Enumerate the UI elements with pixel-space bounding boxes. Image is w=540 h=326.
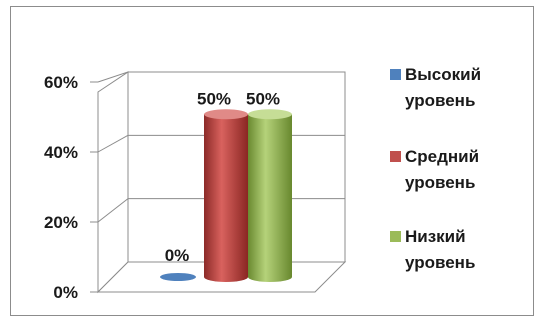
bars — [160, 109, 292, 282]
legend-entry: Средний уровень — [390, 147, 479, 192]
bar-medium-level-top — [204, 109, 248, 120]
legend-label-line1: Высокий — [405, 65, 481, 84]
y-tick-label: 60% — [44, 73, 78, 92]
gridline-side — [97, 71, 129, 83]
side-wall — [97, 71, 129, 294]
legend: Высокий уровень Средний уровень Низкий уровен… — [390, 65, 481, 272]
legend-entry: Низкий уровень — [390, 227, 475, 272]
legend-entry: Высокий уровень — [390, 65, 481, 110]
legend-swatch — [390, 151, 401, 162]
legend-label-line2: уровень — [405, 253, 475, 272]
y-tick-label: 20% — [44, 213, 78, 232]
legend-label-line1: Средний — [405, 147, 479, 166]
data-label: 50% — [246, 89, 280, 108]
data-labels: 0% 50% 50% — [165, 89, 280, 265]
gridline-side — [97, 198, 129, 223]
legend-swatch — [390, 69, 401, 80]
bar-high-level — [160, 273, 196, 281]
bar-medium-level-body — [204, 114, 248, 282]
gridline-side — [97, 134, 129, 153]
bar-high-level-disc — [160, 273, 196, 281]
bar-low-level-top — [248, 109, 292, 120]
legend-swatch — [390, 231, 401, 242]
legend-label-line2: уровень — [405, 91, 475, 110]
data-label: 0% — [165, 246, 190, 265]
y-axis-ticks: 0% 20% 40% 60% — [44, 73, 98, 302]
y-tick-label: 40% — [44, 143, 78, 162]
data-label: 50% — [197, 89, 231, 108]
bar-low-level-body — [248, 114, 292, 282]
bar-low-level — [248, 109, 292, 282]
y-tick-label: 0% — [53, 283, 78, 302]
legend-label-line1: Низкий — [405, 227, 466, 246]
bar-medium-level — [204, 109, 248, 282]
legend-label-line2: уровень — [405, 173, 475, 192]
